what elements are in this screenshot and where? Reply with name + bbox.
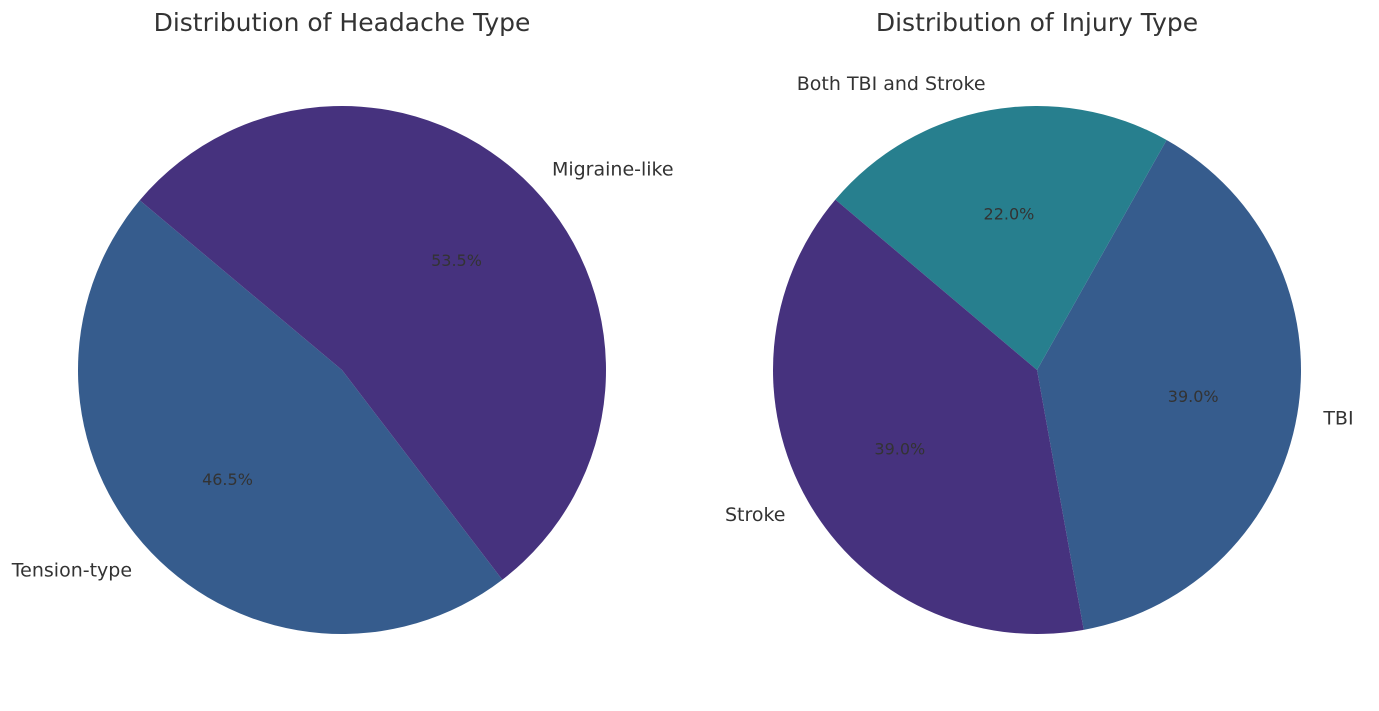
injury-labels: TBI 39.0% Both TBI and Stroke 22.0% Stroke 39…	[725, 73, 1354, 526]
pie-slice-stroke	[773, 199, 1084, 634]
slice-label-both-tbi-and-stroke: Both TBI and Stroke	[797, 73, 986, 95]
percent-label-stroke: 39.0%	[874, 440, 925, 459]
slice-label-migraine-like: Migraine-like	[552, 158, 674, 180]
pie-slice-migraine-like	[139, 106, 606, 580]
percent-label-tension-type: 46.5%	[202, 470, 253, 489]
headache-labels: Tension-type 46.5% Migraine-like 53.5%	[11, 158, 674, 581]
slice-label-tension-type: Tension-type	[11, 560, 132, 582]
percent-label-tbi: 39.0%	[1168, 387, 1219, 406]
percent-label-migraine-like: 53.5%	[431, 251, 482, 270]
slice-label-stroke: Stroke	[725, 504, 786, 526]
pie-slice-both-tbi-and-stroke	[835, 105, 1167, 370]
pie-slice-tbi	[1037, 139, 1302, 630]
headache-slices	[77, 106, 606, 635]
chart-title-injury: Distribution of Injury Type	[876, 8, 1198, 37]
injury-slices	[773, 105, 1302, 634]
headache-type-pie: Distribution of Headache Type Tension-ty…	[11, 8, 674, 635]
injury-type-pie: Distribution of Injury Type TBI 39.0% Both…	[725, 8, 1354, 634]
pie-slice-tension-type	[77, 200, 503, 635]
percent-label-both-tbi-and-stroke: 22.0%	[984, 205, 1035, 224]
slice-label-tbi: TBI	[1322, 407, 1353, 429]
chart-title-headache: Distribution of Headache Type	[154, 8, 531, 37]
